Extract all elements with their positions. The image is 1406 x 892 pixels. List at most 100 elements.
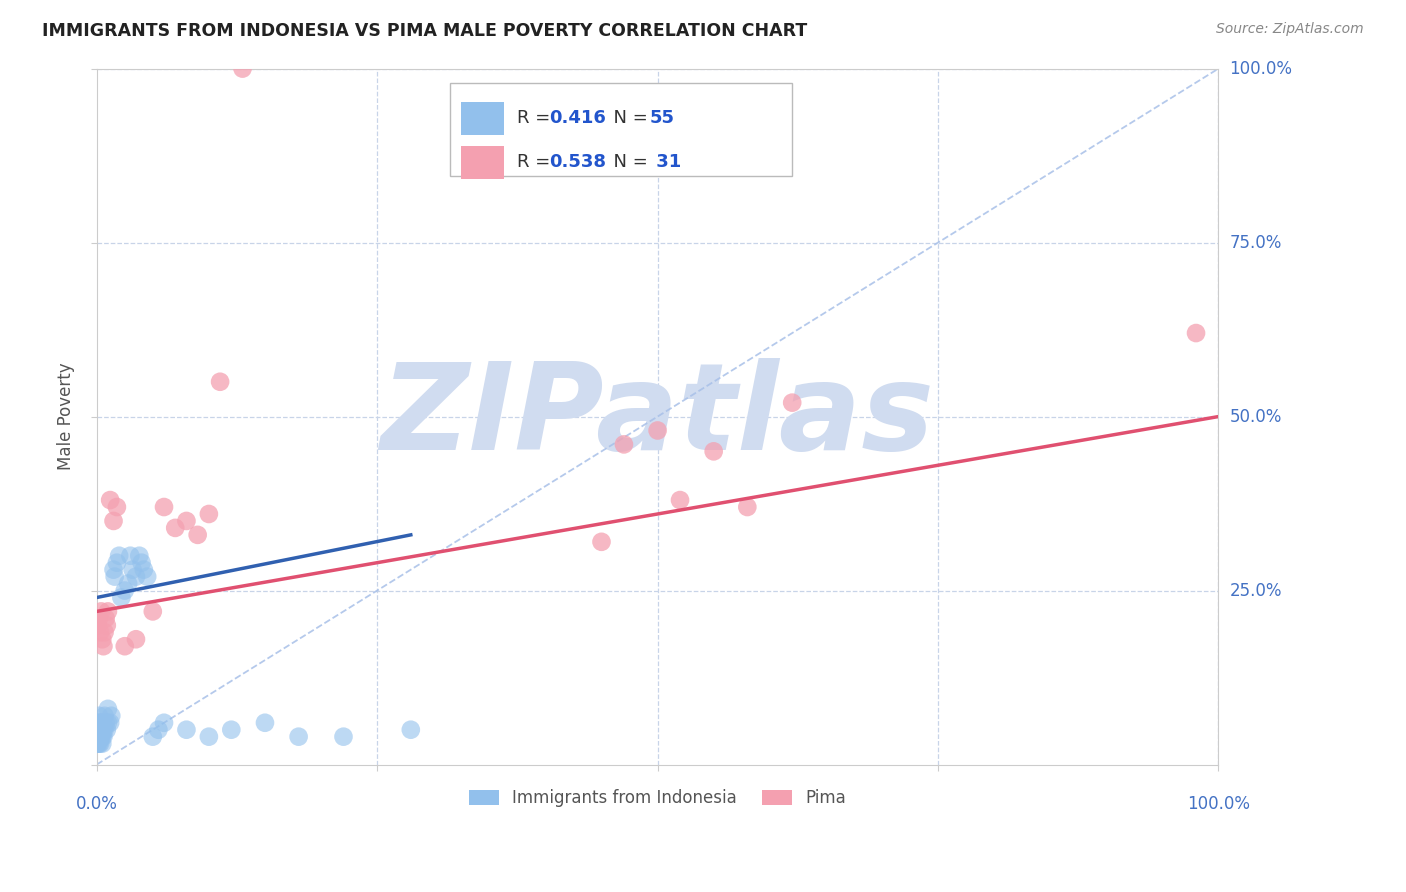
Text: 31: 31 bbox=[650, 153, 681, 171]
Point bbox=[86, 737, 108, 751]
FancyBboxPatch shape bbox=[461, 102, 503, 135]
Point bbox=[87, 730, 110, 744]
Point bbox=[121, 563, 143, 577]
Text: 0.0%: 0.0% bbox=[76, 795, 118, 814]
Point bbox=[93, 639, 115, 653]
Point bbox=[87, 723, 110, 737]
Point bbox=[209, 375, 232, 389]
Point bbox=[89, 715, 111, 730]
Text: 0.416: 0.416 bbox=[548, 109, 606, 128]
Point bbox=[97, 702, 120, 716]
Point bbox=[120, 549, 142, 563]
Point bbox=[93, 723, 115, 737]
Point bbox=[90, 604, 112, 618]
Point bbox=[96, 618, 118, 632]
Point bbox=[105, 500, 128, 514]
Point bbox=[91, 737, 114, 751]
Point bbox=[87, 730, 110, 744]
Point bbox=[87, 611, 110, 625]
Point bbox=[93, 730, 115, 744]
Point bbox=[87, 737, 110, 751]
Point bbox=[125, 569, 148, 583]
Text: 100.0%: 100.0% bbox=[1187, 795, 1250, 814]
Point bbox=[125, 632, 148, 647]
Point bbox=[110, 591, 132, 605]
Point bbox=[591, 534, 613, 549]
Point bbox=[187, 528, 209, 542]
Point bbox=[89, 737, 111, 751]
Point bbox=[90, 730, 112, 744]
Point bbox=[89, 625, 111, 640]
Y-axis label: Male Poverty: Male Poverty bbox=[58, 363, 75, 470]
Point bbox=[613, 437, 636, 451]
Point bbox=[87, 708, 110, 723]
Point bbox=[198, 507, 221, 521]
Point bbox=[91, 715, 114, 730]
Point bbox=[399, 723, 422, 737]
Point bbox=[142, 730, 165, 744]
Point bbox=[136, 569, 159, 583]
Point bbox=[703, 444, 725, 458]
FancyBboxPatch shape bbox=[450, 83, 792, 177]
Point bbox=[97, 715, 120, 730]
Point bbox=[780, 395, 803, 409]
Point bbox=[98, 715, 121, 730]
Point bbox=[198, 730, 221, 744]
Point bbox=[669, 493, 692, 508]
Point bbox=[89, 730, 111, 744]
Point bbox=[90, 723, 112, 737]
Point bbox=[100, 708, 122, 723]
Point bbox=[94, 715, 117, 730]
Point bbox=[647, 424, 669, 438]
Text: 100.0%: 100.0% bbox=[1230, 60, 1292, 78]
Text: 55: 55 bbox=[650, 109, 675, 128]
Text: R =: R = bbox=[517, 153, 557, 171]
Point bbox=[176, 514, 198, 528]
Point bbox=[98, 493, 121, 508]
Point bbox=[737, 500, 759, 514]
Text: IMMIGRANTS FROM INDONESIA VS PIMA MALE POVERTY CORRELATION CHART: IMMIGRANTS FROM INDONESIA VS PIMA MALE P… bbox=[42, 22, 807, 40]
Point bbox=[87, 730, 110, 744]
Point bbox=[90, 715, 112, 730]
Text: ZIPatlas: ZIPatlas bbox=[381, 358, 935, 475]
Legend: Immigrants from Indonesia, Pima: Immigrants from Indonesia, Pima bbox=[461, 780, 855, 815]
Text: N =: N = bbox=[602, 109, 652, 128]
Point bbox=[232, 62, 254, 76]
Point bbox=[93, 708, 115, 723]
Point bbox=[96, 723, 118, 737]
Point bbox=[287, 730, 309, 744]
Point bbox=[87, 737, 110, 751]
Point bbox=[128, 549, 150, 563]
Text: 50.0%: 50.0% bbox=[1230, 408, 1282, 425]
Point bbox=[87, 618, 110, 632]
Text: 25.0%: 25.0% bbox=[1230, 582, 1282, 599]
Point bbox=[105, 556, 128, 570]
Point bbox=[117, 576, 139, 591]
Point bbox=[89, 723, 111, 737]
Point bbox=[97, 604, 120, 618]
Point bbox=[103, 514, 125, 528]
Point bbox=[93, 723, 115, 737]
Point bbox=[114, 639, 136, 653]
Point bbox=[131, 556, 153, 570]
FancyBboxPatch shape bbox=[461, 145, 503, 179]
Point bbox=[91, 632, 114, 647]
Point bbox=[91, 730, 114, 744]
Point bbox=[87, 723, 110, 737]
Text: R =: R = bbox=[517, 109, 557, 128]
Point bbox=[108, 549, 131, 563]
Point bbox=[93, 625, 115, 640]
Point bbox=[332, 730, 354, 744]
Point bbox=[1185, 326, 1208, 340]
Text: 75.0%: 75.0% bbox=[1230, 234, 1282, 252]
Text: Source: ZipAtlas.com: Source: ZipAtlas.com bbox=[1216, 22, 1364, 37]
Point bbox=[142, 604, 165, 618]
Point bbox=[221, 723, 243, 737]
Point bbox=[114, 583, 136, 598]
Text: N =: N = bbox=[602, 153, 652, 171]
Point bbox=[87, 715, 110, 730]
Point bbox=[153, 500, 176, 514]
Point bbox=[153, 715, 176, 730]
Point bbox=[91, 723, 114, 737]
Text: 0.538: 0.538 bbox=[548, 153, 606, 171]
